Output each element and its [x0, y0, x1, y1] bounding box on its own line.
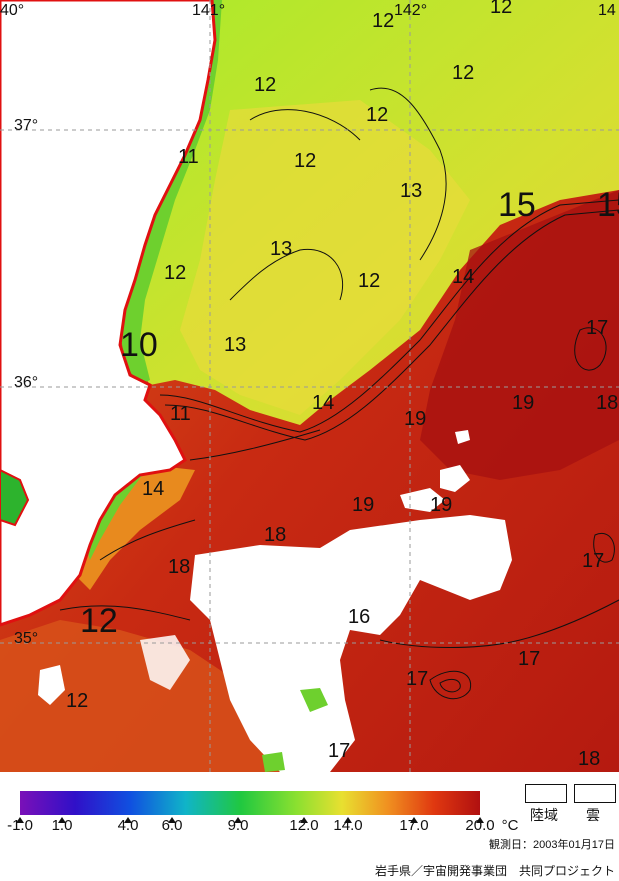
- lon-label: 141°: [192, 2, 226, 19]
- contour-label: 12: [358, 270, 381, 292]
- south-coastal-band: [75, 465, 195, 590]
- contour-label: 14: [312, 392, 335, 414]
- contour-label: 18: [168, 556, 191, 578]
- contour-label: 17: [586, 317, 609, 339]
- contour-label: 17: [582, 550, 605, 572]
- cold-patch: [300, 688, 328, 712]
- scale-tick-label: 12.0: [289, 817, 319, 834]
- lon-label: 142°: [394, 2, 428, 19]
- contour-label: 12: [164, 262, 187, 284]
- credit-line: 岩手県／宇宙開発事業団 共同プロジェクト: [374, 864, 615, 878]
- cloud-speck: [140, 635, 190, 690]
- cloud-speck: [440, 465, 470, 492]
- contour-label: 12: [372, 10, 395, 32]
- scale-tick: [168, 817, 176, 823]
- observation-date: 観測日：2003年01月17日: [489, 839, 615, 851]
- scale-tick: [410, 817, 418, 823]
- contour-label: 12: [66, 690, 89, 712]
- contour-label: 18: [578, 748, 601, 770]
- cloud-key-label: 雲: [586, 807, 600, 823]
- color-scale-bar: [20, 791, 480, 815]
- land-honshu: [0, 0, 217, 627]
- contour-label: 13: [224, 334, 247, 356]
- contour-label: 19: [404, 408, 427, 430]
- scale-tick-label: 4.0: [117, 817, 139, 834]
- contour-label: 18: [596, 392, 619, 414]
- scale-tick: [58, 817, 66, 823]
- contour-label: 13: [270, 238, 293, 260]
- contour-label: 12: [490, 0, 513, 18]
- scale-unit: °C: [501, 817, 519, 834]
- lon-label: 14: [598, 2, 616, 19]
- contour-label: 16: [348, 606, 371, 628]
- contour-label: 12: [452, 62, 475, 84]
- mid-temp-region: [180, 100, 470, 415]
- cloud-speck: [400, 488, 445, 512]
- scale-tick-label: 1.0: [51, 817, 73, 834]
- contour-label: 14: [452, 266, 475, 288]
- scale-tick: [124, 817, 132, 823]
- contour-label: 13: [400, 180, 423, 202]
- legend: -1.0 1.0 4.0 6.0 9.0 12.0 14.0 17.0 20.0…: [0, 772, 619, 881]
- lat-label: 36°: [14, 374, 39, 391]
- contour-label: 11: [170, 403, 191, 425]
- land-peninsula: [0, 468, 30, 527]
- contour-label: 15: [597, 186, 619, 224]
- contour-label: 15: [498, 186, 536, 224]
- scale-tick-label: 6.0: [161, 817, 183, 834]
- scale-tick-label: 17.0: [399, 817, 429, 834]
- graticule: [0, 0, 619, 772]
- scale-tick-label: 9.0: [227, 817, 249, 834]
- land-key-label: 陸域: [530, 807, 558, 823]
- contour-label: 14: [142, 478, 165, 500]
- contour-label: 19: [430, 494, 453, 516]
- land-key-swatch: [525, 784, 567, 803]
- scale-tick-label: -1.0: [7, 817, 33, 834]
- coastal-cold-strip: [120, 0, 222, 385]
- scale-tick-label: 14.0: [333, 817, 363, 834]
- lat-label: 37°: [14, 117, 39, 134]
- cloud-mask-main: [190, 515, 512, 772]
- south-coastal-green: [85, 465, 150, 560]
- cloud-key-swatch: [574, 784, 616, 803]
- contour-lines: [59, 87, 619, 700]
- contour-label: 10: [120, 326, 158, 364]
- contour-label: 12: [366, 104, 389, 126]
- sst-map-canvas: [0, 0, 619, 772]
- scale-tick: [234, 817, 242, 823]
- contour-label: 17: [328, 740, 351, 762]
- cloud-speck: [38, 665, 65, 705]
- scale-tick: [16, 817, 24, 823]
- contour-label: 18: [264, 524, 287, 546]
- contour-label: 17: [518, 648, 541, 670]
- sst-map: 40° 141° 142° 14 37° 36° 35° 12 12 12 12…: [0, 0, 619, 772]
- lat-label: 35°: [14, 630, 39, 647]
- contour-label: 19: [512, 392, 535, 414]
- contour-label: 11: [178, 146, 199, 168]
- cloud-speck: [455, 430, 470, 444]
- contour-label: 12: [80, 602, 118, 640]
- lon-label: 40°: [0, 2, 25, 19]
- scale-tick: [300, 817, 308, 823]
- contour-label: 12: [294, 150, 317, 172]
- scale-tick: [476, 817, 484, 823]
- contour-label: 19: [352, 494, 375, 516]
- contour-label: 17: [406, 668, 429, 690]
- scale-tick: [344, 817, 352, 823]
- scale-tick-label: 20.0: [465, 817, 495, 834]
- contour-label: 12: [254, 74, 277, 96]
- cold-patch: [262, 752, 285, 772]
- warm-core: [420, 190, 619, 480]
